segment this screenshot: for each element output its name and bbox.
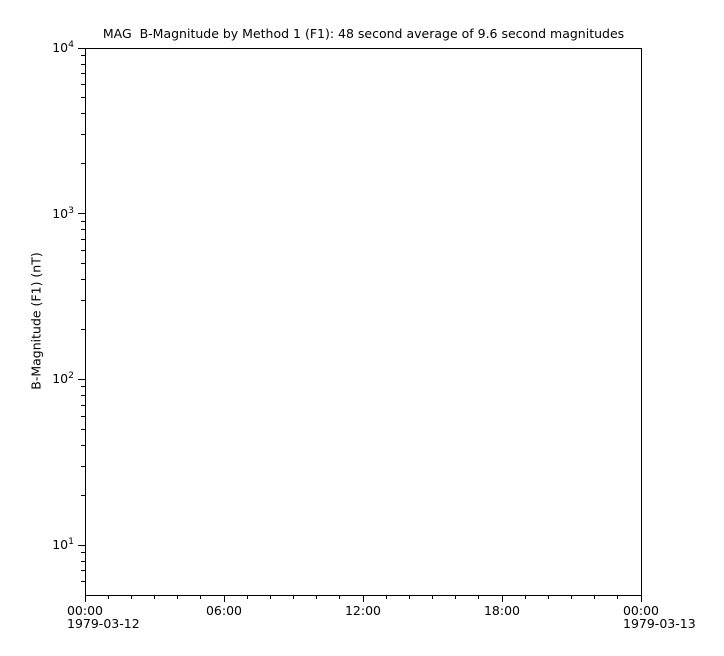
y-minor-tick	[81, 415, 85, 417]
x-date-label: 1979-03-13	[623, 616, 696, 631]
y-minor-tick	[81, 163, 85, 165]
y-axis-label: B-Magnitude (F1) (nT)	[28, 252, 44, 390]
y-major-tick	[78, 544, 85, 546]
y-minor-tick	[81, 73, 85, 75]
y-minor-tick	[81, 229, 85, 231]
y-minor-tick	[81, 97, 85, 99]
x-minor-tick	[617, 596, 619, 599]
x-tick-label: 18:00	[483, 603, 521, 618]
x-minor-tick	[432, 596, 433, 599]
y-minor-tick	[81, 570, 85, 572]
x-major-tick	[501, 596, 503, 602]
y-minor-tick	[81, 299, 85, 301]
y-minor-tick	[81, 394, 85, 396]
x-tick-label: 06:00	[205, 603, 243, 618]
x-minor-tick	[246, 596, 248, 599]
chart-title: MAG B-Magnitude by Method 1 (F1): 48 sec…	[102, 26, 625, 41]
y-minor-tick	[81, 428, 85, 430]
x-minor-tick	[154, 596, 155, 599]
x-minor-tick	[524, 596, 526, 599]
y-minor-tick	[81, 249, 85, 251]
x-minor-tick	[200, 596, 202, 599]
y-major-tick	[78, 378, 85, 380]
x-minor-tick	[130, 596, 132, 599]
y-tick-label: 101	[52, 535, 74, 553]
y-tick-label: 103	[52, 204, 74, 221]
x-minor-tick	[339, 596, 341, 599]
y-minor-tick	[81, 552, 85, 554]
y-minor-tick	[81, 581, 85, 583]
y-major-tick	[78, 213, 85, 215]
y-minor-tick	[81, 404, 85, 406]
x-minor-tick	[571, 596, 572, 599]
x-date-label: 1979-03-12	[67, 616, 140, 631]
y-minor-tick	[81, 220, 85, 222]
y-major-tick	[78, 47, 85, 49]
y-minor-tick	[81, 465, 85, 467]
plot-area	[85, 48, 642, 596]
y-minor-tick	[81, 55, 85, 57]
y-minor-tick	[81, 84, 85, 86]
x-minor-tick	[385, 596, 387, 599]
x-minor-tick	[547, 596, 549, 599]
y-minor-tick	[81, 134, 85, 136]
y-tick-label: 104	[52, 38, 74, 55]
x-minor-tick	[316, 596, 318, 599]
x-minor-tick	[107, 596, 109, 599]
x-major-tick	[84, 596, 86, 602]
x-tick-label: 00:00	[66, 603, 104, 618]
x-minor-tick	[293, 596, 294, 599]
y-minor-tick	[81, 560, 85, 562]
x-minor-tick	[269, 596, 271, 599]
x-major-tick	[223, 596, 225, 602]
y-minor-tick	[81, 113, 85, 115]
x-minor-tick	[594, 596, 596, 599]
y-minor-tick	[81, 494, 85, 496]
x-tick-label: 12:00	[344, 603, 382, 618]
y-minor-tick	[81, 63, 85, 65]
y-minor-tick	[81, 238, 85, 240]
x-minor-tick	[478, 596, 480, 599]
x-minor-tick	[177, 596, 179, 599]
x-minor-tick	[408, 596, 410, 599]
x-tick-label: 00:00	[622, 603, 660, 618]
y-minor-tick	[81, 386, 85, 388]
x-major-tick	[640, 596, 642, 602]
y-minor-tick	[81, 279, 85, 281]
y-minor-tick	[81, 263, 85, 265]
x-minor-tick	[455, 596, 457, 599]
y-minor-tick	[81, 329, 85, 331]
y-tick-label: 102	[52, 370, 74, 387]
x-major-tick	[362, 596, 364, 602]
y-minor-tick	[81, 444, 85, 446]
